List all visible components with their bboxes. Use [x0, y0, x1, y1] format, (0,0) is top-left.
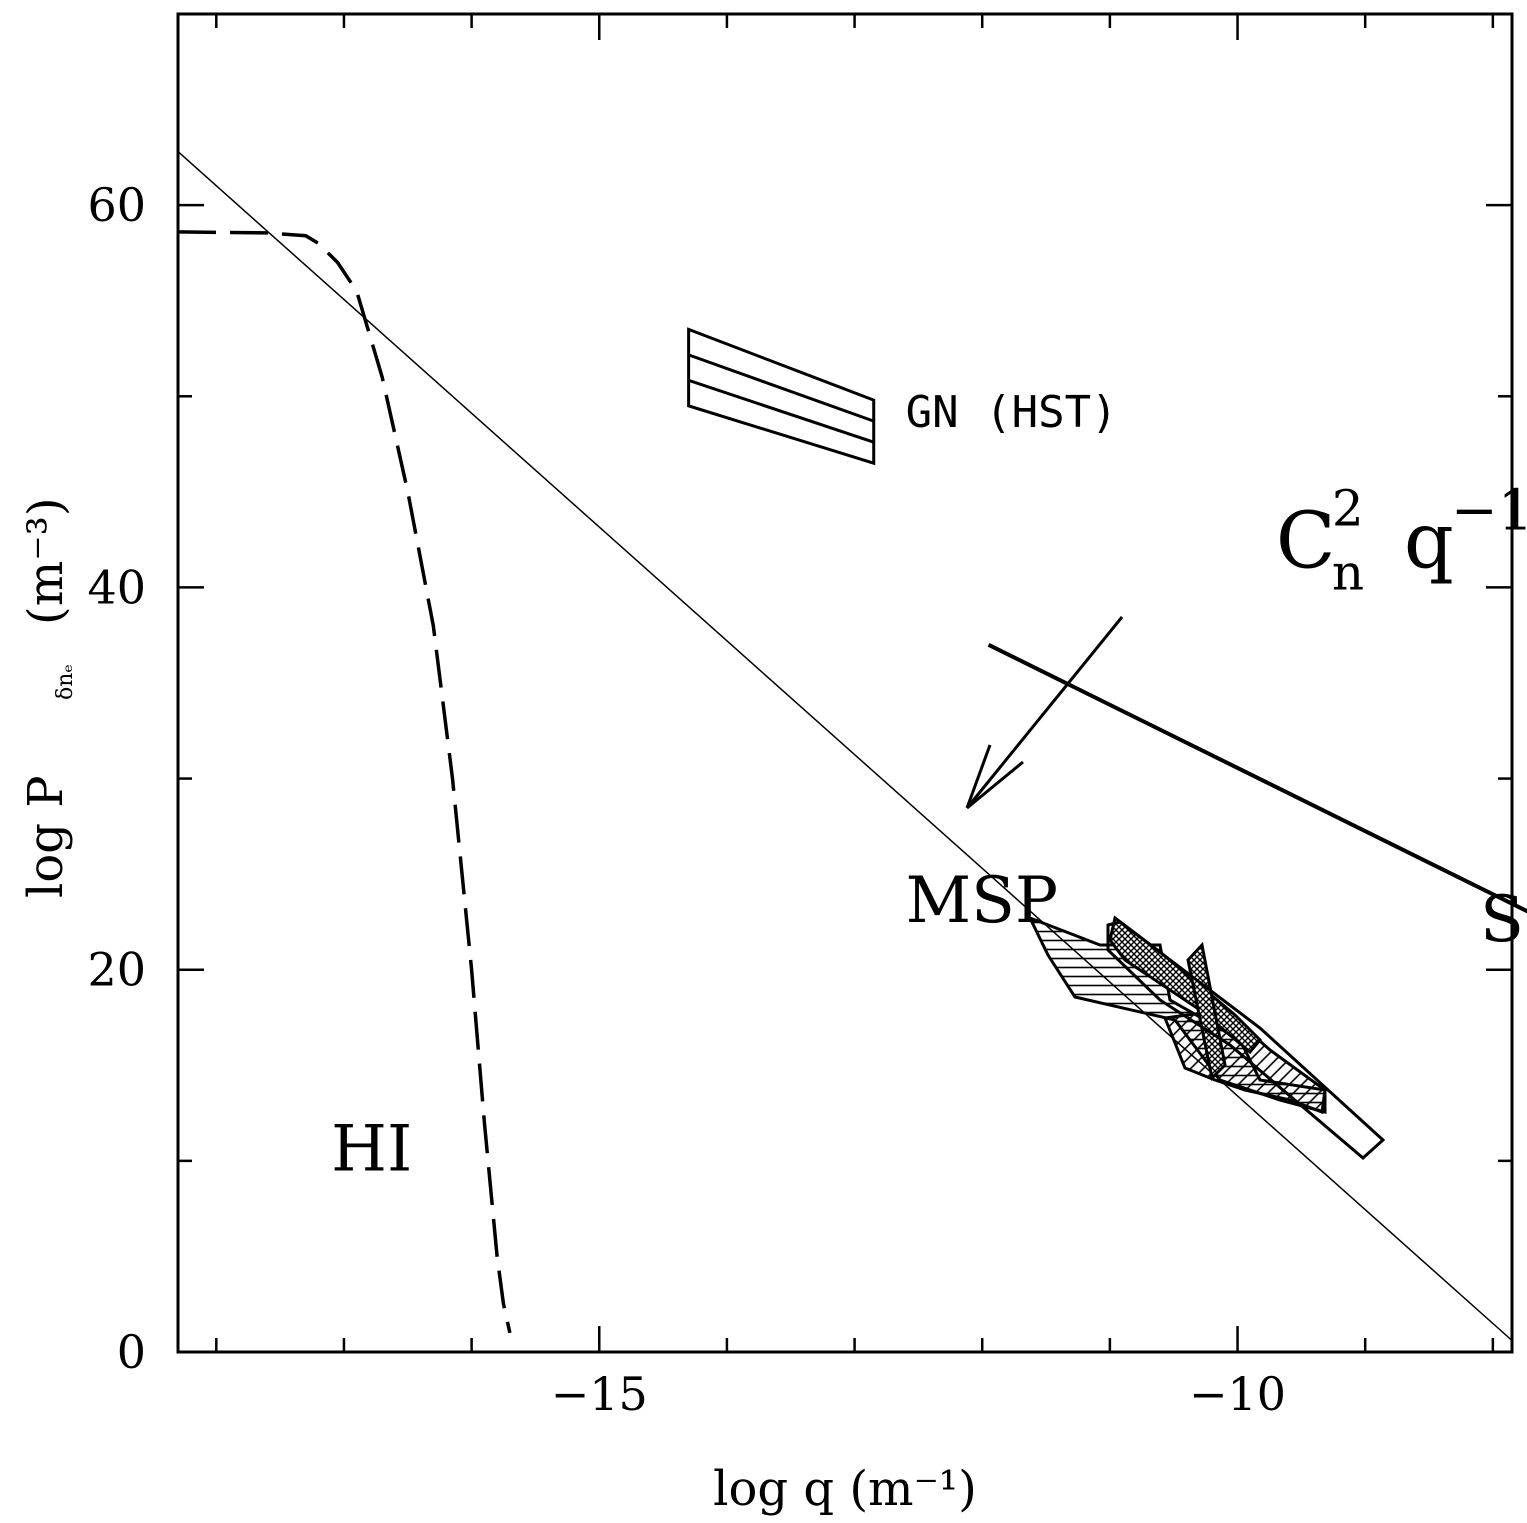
annotation-gn-hst: GN (HST)	[906, 387, 1118, 438]
y-axis-label-sub: δnₑ	[53, 664, 78, 700]
region-gn-hst-line	[688, 378, 875, 444]
y-axis-label-main: log P	[18, 775, 74, 898]
annotation-power-law: C 2 n q −11/3	[1276, 479, 1527, 602]
power-law-q: q	[1404, 497, 1454, 587]
x-tick-label: −10	[1189, 1367, 1286, 1421]
series-layer	[177, 151, 1527, 1342]
series-hi-dashed	[177, 230, 512, 1334]
x-axis-label: log q (m⁻¹)	[713, 1461, 977, 1517]
power-law-exponent: −11/3	[1451, 479, 1527, 544]
y-tick-label: 0	[117, 1325, 146, 1379]
annotation-msp: MSP	[906, 864, 1058, 938]
power-law-c-subscript: n	[1332, 544, 1364, 602]
region-open-band	[1106, 920, 1386, 1160]
power-law-c: C	[1276, 497, 1336, 587]
series-reference-line	[177, 151, 1513, 1342]
region-gn-hst-line	[688, 353, 875, 423]
y-tick-label: 20	[87, 943, 146, 997]
x-tick-label: −15	[551, 1367, 648, 1421]
region-crosshatch-vertical	[1186, 941, 1227, 1082]
plot-frame	[176, 12, 1514, 1354]
region-gn-hst	[687, 327, 876, 466]
y-axis-label: log P δnₑ (m⁻³)	[18, 497, 78, 898]
scattering-regions	[1026, 915, 1386, 1160]
y-tick-label: 40	[87, 560, 146, 614]
power-law-c-superscript: 2	[1332, 480, 1364, 538]
annotation-hi: HI	[331, 1112, 412, 1186]
axis-ticks: −15−10−50204060	[87, 12, 1512, 1421]
arrow-to-line	[965, 616, 1124, 810]
y-axis-label-unit: (m⁻³)	[18, 497, 74, 625]
annotation-sgr-a: Sgr A*	[1480, 883, 1527, 957]
y-tick-label: 60	[87, 178, 146, 232]
series-msp-segment	[987, 643, 1527, 914]
